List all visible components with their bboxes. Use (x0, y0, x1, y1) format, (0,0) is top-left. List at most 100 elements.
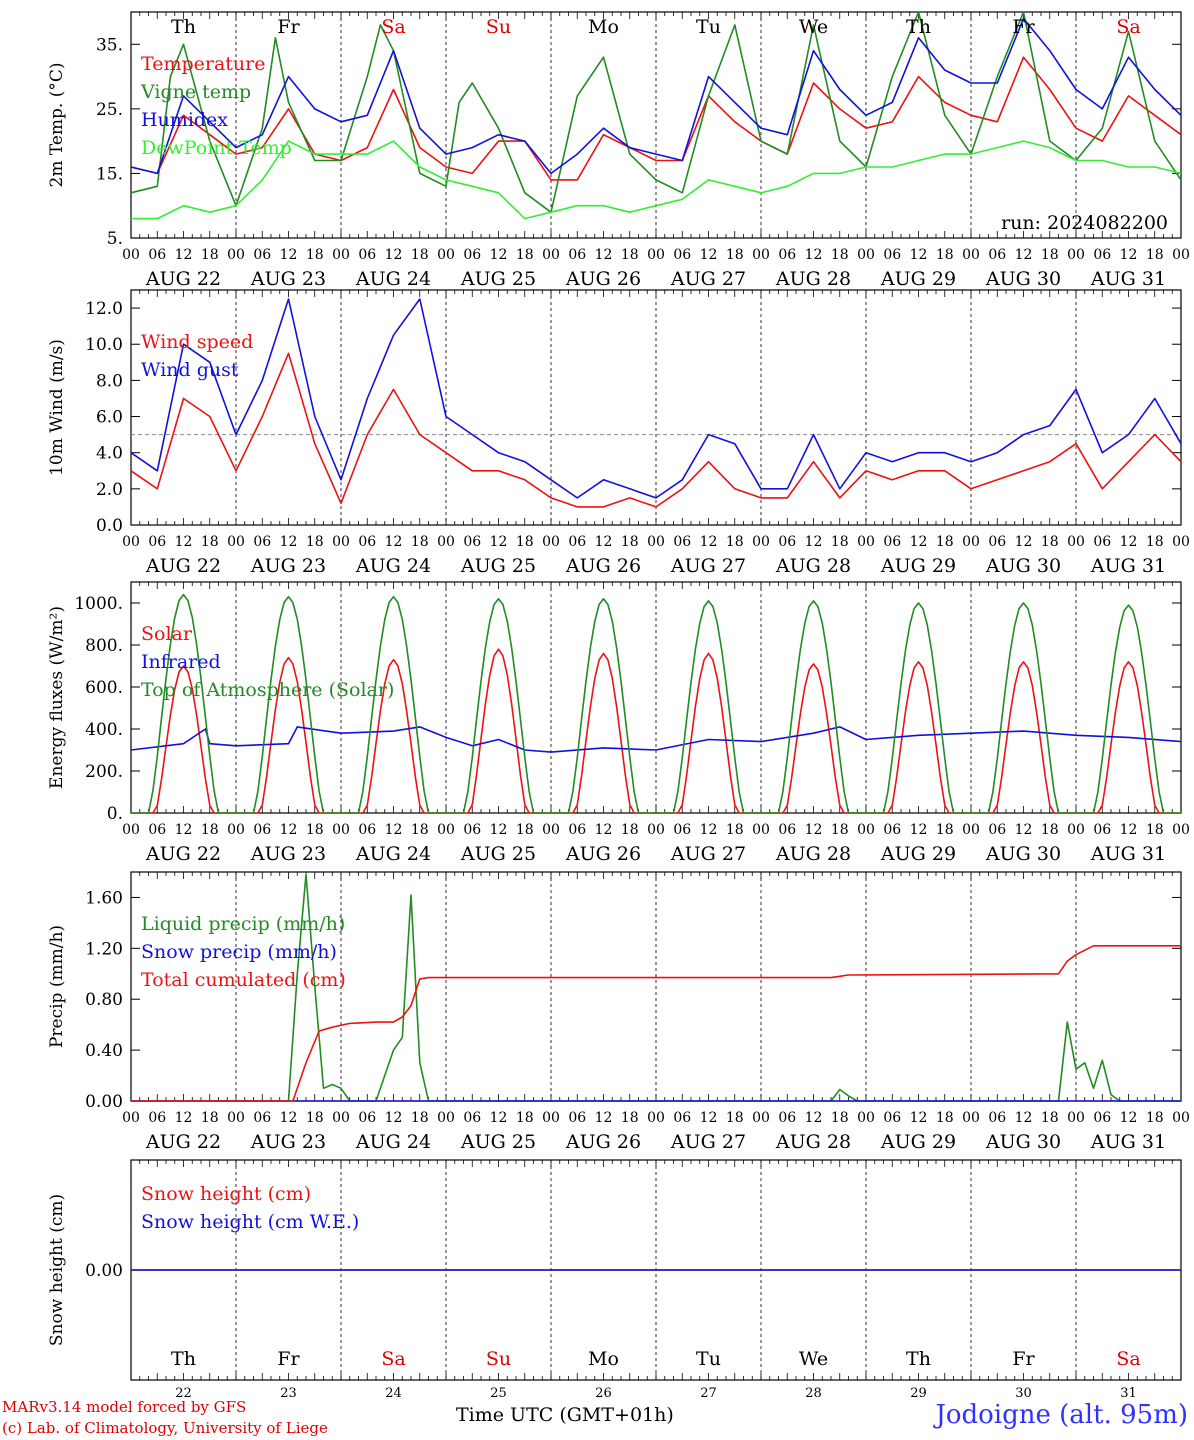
panel2-legend-wind-gust: Wind gust (141, 359, 239, 381)
panel4-hour-label: 12 (1120, 1110, 1138, 1126)
day-number-label: 22 (175, 1386, 192, 1401)
panel1-hour-label: 00 (1067, 247, 1085, 263)
panel1-hour-label: 06 (463, 247, 481, 263)
panel1-legend-temperature: Temperature (141, 53, 265, 75)
panel1-hour-label: 18 (621, 247, 639, 263)
weekday-label-top: Mo (588, 16, 619, 38)
panel2-day-label: AUG 30 (985, 555, 1061, 577)
panel1-legend-dewpoint-temp: DewPoint Temp (141, 137, 292, 159)
panel2-hour-label: 18 (621, 534, 639, 550)
panel3-hour-label: 06 (253, 822, 271, 838)
panel1-hour-label: 06 (778, 247, 796, 263)
panel2-hour-label: 00 (122, 534, 140, 550)
panel2-hour-label: 00 (962, 534, 980, 550)
panel4-hour-label: 00 (542, 1110, 560, 1126)
panel1-hour-label: 00 (1172, 247, 1190, 263)
panel2-y-tick-label: 12.0 (85, 299, 123, 319)
panel4-hour-label: 12 (805, 1110, 823, 1126)
panel1-hour-label: 00 (227, 247, 245, 263)
weekday-label-top: Th (171, 16, 196, 38)
panel4-day-label: AUG 29 (880, 1131, 956, 1153)
panel1-hour-label: 00 (752, 247, 770, 263)
panel1-hour-label: 18 (306, 247, 324, 263)
panel4-hour-label: 00 (332, 1110, 350, 1126)
panel3-y-tick-label: 0. (107, 804, 123, 824)
panel3-hour-label: 18 (831, 822, 849, 838)
weekday-label-bottom: Sa (1116, 1348, 1140, 1370)
panel4-hour-label: 18 (621, 1110, 639, 1126)
panel3-day-label: AUG 27 (670, 843, 746, 865)
panel2-hour-label: 00 (227, 534, 245, 550)
panel1-hour-label: 06 (253, 247, 271, 263)
day-number-label: 28 (805, 1386, 822, 1401)
panel2-hour-label: 18 (1041, 534, 1059, 550)
panel4-y-axis-title: Precip (mm/h) (47, 925, 67, 1048)
weekday-label-top: Th (906, 16, 931, 38)
panel2-hour-label: 12 (385, 534, 403, 550)
panel2-day-label: AUG 24 (355, 555, 431, 577)
panel1-hour-label: 06 (148, 247, 166, 263)
panel3-hour-label: 06 (148, 822, 166, 838)
panel1-legend-humidex: Humidex (141, 109, 228, 131)
panel3-hour-label: 12 (385, 822, 403, 838)
panel3-hour-label: 00 (1172, 822, 1190, 838)
panel3-hour-label: 06 (778, 822, 796, 838)
panel2-hour-label: 18 (201, 534, 219, 550)
panel2-hour-label: 12 (595, 534, 613, 550)
panel2-hour-label: 12 (805, 534, 823, 550)
panel1-day-label: AUG 25 (460, 268, 536, 290)
panel4-hour-label: 06 (1093, 1110, 1111, 1126)
panel1-hour-label: 00 (857, 247, 875, 263)
panel2-day-label: AUG 26 (565, 555, 641, 577)
panel5-y-tick-label: 0.00 (85, 1261, 123, 1281)
panel3-hour-label: 18 (1041, 822, 1059, 838)
panel1-y-tick-label: 35. (96, 35, 123, 55)
panel3-legend-solar: Solar (141, 623, 193, 645)
panel2-hour-label: 00 (857, 534, 875, 550)
weekday-label-top: We (799, 16, 828, 38)
panel3-hour-label: 00 (857, 822, 875, 838)
panel2-hour-label: 06 (883, 534, 901, 550)
panel3-hour-label: 18 (1146, 822, 1164, 838)
weekday-label-top: Su (486, 16, 511, 38)
panel2-hour-label: 06 (253, 534, 271, 550)
panel2-hour-label: 18 (411, 534, 429, 550)
panel4-y-tick-label: 0.40 (85, 1041, 123, 1061)
panel4-hour-label: 00 (122, 1110, 140, 1126)
panel2-hour-label: 18 (306, 534, 324, 550)
panel4-hour-label: 00 (857, 1110, 875, 1126)
panel1-legend-vigne-temp: Vigne temp (140, 81, 251, 103)
panel2-hour-label: 12 (910, 534, 928, 550)
panel4-hour-label: 18 (1146, 1110, 1164, 1126)
panel1-hour-label: 18 (936, 247, 954, 263)
panel2-day-label: AUG 22 (145, 555, 221, 577)
panel3-y-tick-label: 1000. (74, 594, 123, 614)
panel2-hour-label: 06 (148, 534, 166, 550)
panel3-hour-label: 00 (332, 822, 350, 838)
panel2-hour-label: 06 (673, 534, 691, 550)
panel5-legend-snow-height-cm-w-e: Snow height (cm W.E.) (141, 1211, 359, 1233)
panel4-series-total-cumulated-cm (131, 944, 1181, 1102)
panel2-hour-label: 12 (1120, 534, 1138, 550)
panel4-hour-label: 06 (778, 1110, 796, 1126)
panel1-y-tick-label: 15. (96, 164, 123, 184)
day-number-label: 25 (490, 1386, 507, 1401)
panel2-y-axis-title: 10m Wind (m/s) (47, 339, 67, 476)
panel1-day-label: AUG 22 (145, 268, 221, 290)
panel4-hour-label: 18 (831, 1110, 849, 1126)
panel2-hour-label: 06 (988, 534, 1006, 550)
panel2-day-label: AUG 25 (460, 555, 536, 577)
panel3-legend-infrared: Infrared (141, 651, 221, 673)
panel1-y-tick-label: 25. (96, 100, 123, 120)
panel1-hour-label: 00 (542, 247, 560, 263)
panel1-hour-label: 12 (805, 247, 823, 263)
panel4-hour-label: 18 (726, 1110, 744, 1126)
panel4-hour-label: 12 (385, 1110, 403, 1126)
panel4-hour-label: 06 (148, 1110, 166, 1126)
panel4-y-tick-label: 0.80 (85, 990, 123, 1010)
panel4-y-tick-label: 0.00 (85, 1092, 123, 1112)
panel4-hour-label: 18 (306, 1110, 324, 1126)
panel2-hour-label: 00 (1172, 534, 1190, 550)
panel3-series-top-of-atmosphere-solar (131, 593, 1181, 814)
day-number-label: 27 (700, 1386, 717, 1401)
